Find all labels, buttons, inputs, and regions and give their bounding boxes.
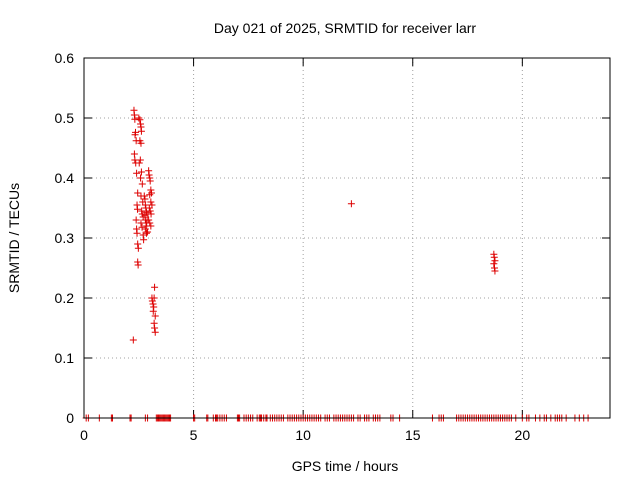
chart-title: Day 021 of 2025, SRMTID for receiver lar… [214,20,477,36]
data-point [129,336,137,344]
y-axis-label: SRMTID / TECUs [6,183,22,293]
data-point [146,207,154,215]
data-point [141,195,149,203]
data-point [138,180,146,188]
data-point [146,177,154,185]
y-tick-label: 0.6 [55,50,75,66]
data-point [148,189,156,197]
data-point [146,219,154,227]
data-point [490,260,498,268]
data-point [142,229,150,237]
data-point [144,228,152,236]
y-tick-label: 0 [66,410,74,426]
data-point [145,171,153,179]
data-point [147,186,155,194]
data-point [133,229,141,237]
data-point [147,210,155,218]
data-point [133,169,141,177]
data-point [151,283,159,291]
data-point [134,244,142,252]
data-point [137,139,145,147]
data-point [131,131,139,139]
y-tick-label: 0.1 [55,350,75,366]
y-tick-label: 0.3 [55,230,75,246]
data-point [140,236,148,244]
data-point [136,156,144,164]
data-point [131,115,139,123]
data-point [134,261,142,269]
data-point [145,216,153,224]
data-point [151,328,159,336]
data-point [134,189,142,197]
data-point [149,300,157,308]
data-point [138,223,146,231]
data-point [491,267,499,275]
data-point [134,240,142,248]
data-point [130,150,138,158]
data-point [347,200,355,208]
data-point [491,257,499,265]
data-point [149,307,157,315]
x-tick-label: 0 [80,427,88,443]
plot-frame [83,57,611,419]
grid [84,58,610,418]
x-axis-label: GPS time / hours [292,458,399,474]
x-tick-label: 10 [295,427,311,443]
data-point [137,168,145,176]
data-point [142,208,150,216]
y-tick-label: 0.5 [55,110,75,126]
data-point [133,205,141,213]
data-point [148,297,156,305]
data-point [147,198,155,206]
data-point [150,294,158,302]
x-tick-label: 5 [190,427,198,443]
data-point [147,222,155,230]
x-tick-label: 15 [405,427,421,443]
data-point [145,204,153,212]
data-point [151,312,159,320]
tick-labels: 0 0.1 0.2 0.3 0.4 0.5 0.6 0 5 10 15 20 [55,50,531,443]
y-tick-label: 0.2 [55,290,75,306]
data-point [151,324,159,332]
data-point [137,174,145,182]
data-point [140,192,148,200]
data-point [490,253,498,261]
data-point [132,216,140,224]
data-point [138,207,146,215]
x-tick-label: 20 [515,427,531,443]
data-point [146,191,154,199]
y-tick-label: 0.4 [55,170,75,186]
data-point [136,116,144,124]
data-point [137,127,145,135]
data-point [135,114,143,122]
data-point [135,159,143,167]
